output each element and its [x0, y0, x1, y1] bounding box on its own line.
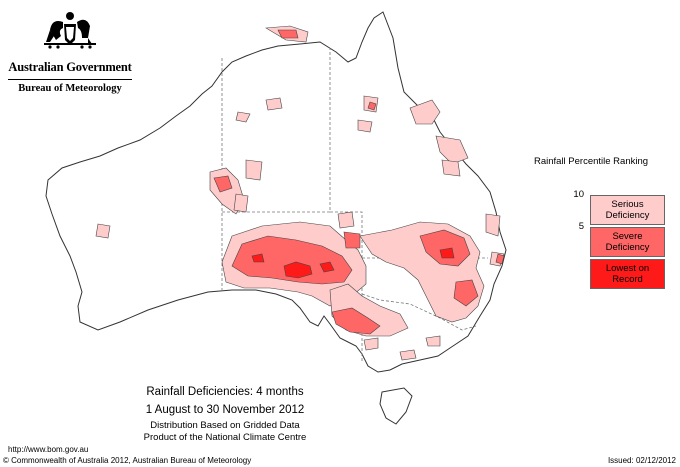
legend-title: Rainfall Percentile Ranking — [533, 156, 649, 167]
caption-note-line2: Product of the National Climate Centre — [143, 432, 307, 443]
legend-serious: Serious Deficiency — [590, 195, 665, 225]
caption-period: 1 August to 30 November 2012 — [145, 404, 305, 416]
footer-issued: Issued: 02/12/2012 — [607, 456, 676, 465]
legend-tick-5: 5 — [578, 221, 584, 232]
legend-lowest: Lowest on Record — [590, 259, 665, 289]
lowest-on-record-areas — [251, 247, 455, 279]
coastline — [45, 11, 507, 373]
logo-divider — [8, 79, 132, 80]
legend: Rainfall Percentile Ranking 10 5 Serious… — [514, 156, 674, 289]
severe-deficiency-areas — [213, 29, 505, 335]
map-caption: Rainfall Deficiencies: 4 months 1 August… — [110, 386, 340, 444]
agency-name: Bureau of Meteorology — [18, 83, 122, 94]
coat-of-arms-icon — [44, 12, 96, 49]
legend-severe: Severe Deficiency — [590, 227, 665, 257]
government-name: Australian Government — [8, 60, 132, 74]
government-logo: Australian Government Bureau of Meteorol… — [8, 12, 132, 94]
footer-copyright: © Commonwealth of Australia 2012, Austra… — [3, 456, 252, 465]
footer-url[interactable]: http://www.bom.gov.au — [8, 445, 89, 454]
caption-title: Rainfall Deficiencies: 4 months — [146, 386, 304, 398]
legend-tick-10: 10 — [573, 189, 584, 200]
tasmania — [379, 387, 413, 425]
caption-note-line1: Distribution Based on Gridded Data — [150, 420, 300, 431]
